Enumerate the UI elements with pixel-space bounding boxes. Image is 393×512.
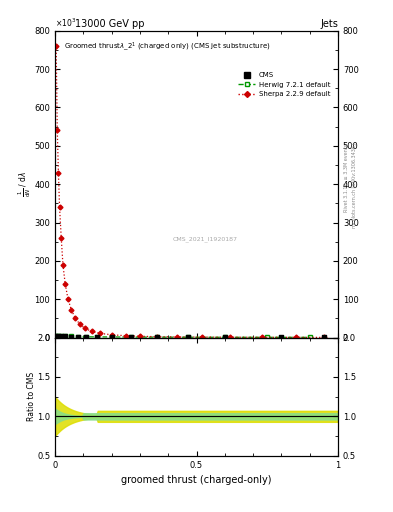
Point	[75, 333, 81, 341]
Point	[278, 333, 285, 342]
Legend: CMS, Herwig 7.2.1 default, Sherpa 2.2.9 default: CMS, Herwig 7.2.1 default, Sherpa 2.2.9 …	[237, 71, 332, 99]
Point	[94, 333, 101, 341]
Text: 13000 GeV pp: 13000 GeV pp	[75, 19, 144, 29]
Y-axis label: Ratio to CMS: Ratio to CMS	[27, 372, 36, 421]
Point	[154, 333, 160, 341]
Point	[55, 332, 62, 340]
X-axis label: groomed thrust (charged-only): groomed thrust (charged-only)	[121, 475, 272, 485]
Point	[185, 333, 191, 342]
Text: mcplots.cern.ch [arXiv:1306.3436]: mcplots.cern.ch [arXiv:1306.3436]	[352, 143, 357, 228]
Point	[83, 333, 89, 341]
Point	[68, 332, 74, 340]
Text: Jets: Jets	[320, 19, 338, 29]
Text: Groomed thrust$\lambda$_2$^{1}$ (charged only) (CMS jet substructure): Groomed thrust$\lambda$_2$^{1}$ (charged…	[64, 40, 270, 53]
Point	[58, 332, 64, 340]
Point	[321, 333, 327, 342]
Point	[222, 333, 228, 342]
Point	[53, 332, 59, 340]
Point	[108, 333, 115, 341]
Point	[62, 332, 68, 340]
Point	[128, 333, 134, 341]
Text: Rivet 3.1.10, ≥ 3.3M events: Rivet 3.1.10, ≥ 3.3M events	[344, 143, 349, 211]
Text: CMS_2021_I1920187: CMS_2021_I1920187	[173, 237, 237, 242]
Y-axis label: $\frac{1}{\mathregular{d}N}\ /\ \mathregular{d}\lambda$: $\frac{1}{\mathregular{d}N}\ /\ \mathreg…	[17, 171, 33, 198]
Text: $\times10^3$: $\times10^3$	[55, 17, 76, 29]
